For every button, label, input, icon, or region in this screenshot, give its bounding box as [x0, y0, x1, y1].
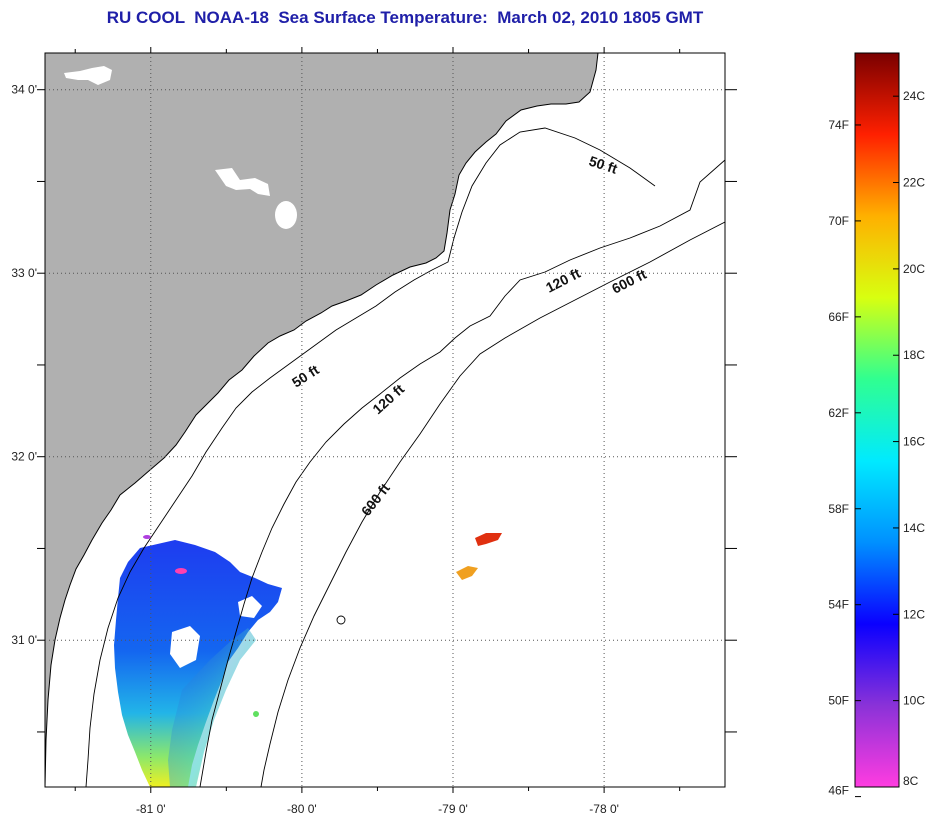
- lake-moultrie: [275, 201, 297, 229]
- sst-spot-purple: [143, 535, 151, 539]
- sst-spot-magenta: [175, 568, 187, 574]
- sst-warm-pixels-north: [475, 533, 502, 546]
- lat-tick-label: 33 0': [11, 266, 37, 280]
- colorbar-label-fahrenheit: 54F: [828, 598, 849, 612]
- colorbar-label-fahrenheit: 62F: [828, 406, 849, 420]
- colorbar-label-fahrenheit: 74F: [828, 118, 849, 132]
- lake-north: [64, 66, 112, 85]
- lon-tick-label: -78 0': [589, 802, 619, 816]
- colorbar-label-celsius: 22C: [903, 176, 925, 190]
- land-mass: [45, 53, 598, 787]
- lat-tick-label: 31 0': [11, 633, 37, 647]
- axis-ticks: -81 0' -80 0' -79 0' -78 0' 34 0' 33 0' 32 0' 3…: [11, 47, 737, 816]
- seamount-contour: [336, 615, 346, 625]
- colorbar-label-fahrenheit: 50F: [828, 694, 849, 708]
- colorbar-ticks: 24C 22C 20C 18C 16C 14C 12C 10C 8C 74F 70F 66F 62F 58…: [828, 89, 925, 797]
- isobath-600ft: [260, 221, 725, 787]
- lat-tick-label: 34 0': [11, 83, 37, 97]
- colorbar-label-fahrenheit: 66F: [828, 310, 849, 324]
- colorbar-label-celsius: 14C: [903, 521, 925, 535]
- colorbar-label-fahrenheit: 70F: [828, 214, 849, 228]
- colorbar-label-celsius: 10C: [903, 694, 925, 708]
- lon-tick-label: -81 0': [136, 802, 166, 816]
- coastline: [45, 53, 599, 787]
- graticule: [45, 53, 725, 787]
- colorbar-label-celsius: 16C: [903, 435, 925, 449]
- isobath-120ft: [199, 159, 725, 787]
- colorbar-label-fahrenheit: 58F: [828, 502, 849, 516]
- colorbar-label-celsius: 8C: [903, 774, 919, 788]
- cloud-gap-2: [238, 596, 262, 618]
- colorbar-label-celsius: 18C: [903, 348, 925, 362]
- colorbar-label-celsius: 12C: [903, 607, 925, 621]
- colorbar-label-celsius: 24C: [903, 89, 925, 103]
- lon-tick-label: -80 0': [287, 802, 317, 816]
- sst-warm-pixels-south: [456, 566, 478, 580]
- lat-tick-label: 32 0': [11, 450, 37, 464]
- colorbar-label-celsius: 20C: [903, 262, 925, 276]
- map-title: RU COOL NOAA-18 Sea Surface Temperature:…: [106, 8, 704, 27]
- cloud-gap-1: [170, 626, 200, 668]
- lon-tick-label: -79 0': [438, 802, 468, 816]
- sst-patch-coastal-warm: [168, 628, 256, 787]
- map-frame: [44, 52, 726, 788]
- isobath-50ft: [85, 127, 656, 787]
- sst-spot-green: [253, 711, 259, 717]
- colorbar-ramp: [854, 52, 900, 788]
- lake-marion: [215, 168, 270, 196]
- colorbar-label-fahrenheit: 46F: [828, 784, 849, 798]
